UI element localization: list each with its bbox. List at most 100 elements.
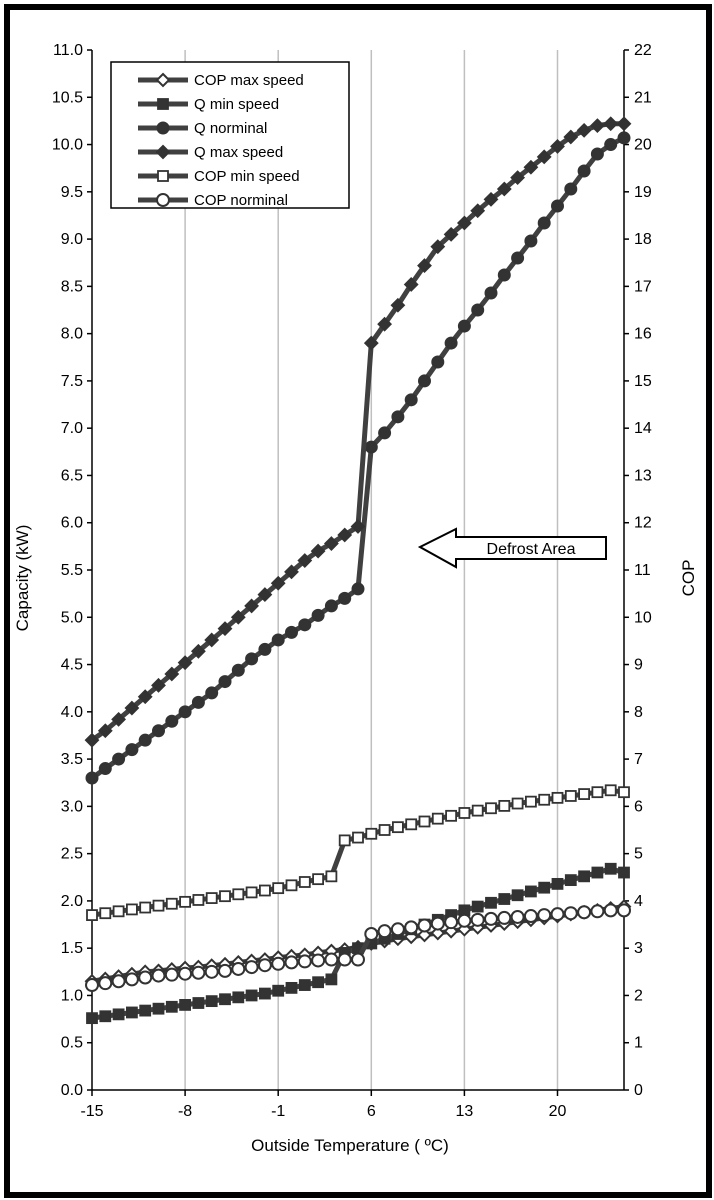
data-point [496,181,512,197]
y-tick-label: 10.0 [52,137,83,154]
y-tick-label: 4.5 [61,657,83,674]
y2-tick-label: 14 [634,420,652,437]
defrost-arrow [417,527,607,569]
data-point [604,138,618,152]
data-point [99,1010,112,1023]
data-point [511,889,524,902]
data-point [126,1006,138,1019]
data-point [377,316,393,332]
data-point [86,1012,98,1025]
data-point [470,912,485,927]
data-point [324,952,339,967]
data-point [178,705,192,719]
data-point [391,410,405,424]
data-point [205,995,218,1008]
y2-tick-label: 15 [634,373,652,390]
data-point [417,258,432,273]
data-point [258,642,272,656]
data-point [297,553,313,568]
data-point [258,987,271,1000]
y2-tick-label: 1 [634,1035,643,1052]
data-point [590,147,604,161]
data-point [378,824,391,836]
y-tick-label: 9.0 [61,231,83,248]
data-point [537,908,552,923]
data-point [589,118,605,134]
data-point [577,164,591,178]
y-tick-label: 2.0 [61,893,83,910]
data-point [471,303,485,317]
chart-frame: -15 -8 -1 6 13 20 0.0 0.5 1.0 1.5 2.0 2.5 3.0 3.5 4.0 4… [4,4,712,1198]
data-point [298,876,311,888]
data-point [111,974,126,989]
data-point [377,924,392,939]
x-tick-label: -8 [178,1103,192,1120]
data-point [164,666,180,682]
y2-tick-label: 7 [634,751,643,768]
data-point [576,122,592,138]
legend-box [110,61,350,209]
data-point [497,910,512,925]
data-point [244,598,260,614]
data-point [563,906,578,921]
data-point [178,966,193,981]
y-tick-label: 11.0 [53,42,83,59]
x-tick-label: -1 [271,1103,285,1120]
series-group [84,116,632,1025]
data-point [192,997,205,1009]
data-point [272,984,285,997]
y2-tick-label: 8 [634,704,643,721]
data-point [551,199,564,213]
data-point [324,599,338,613]
data-point [231,663,245,677]
data-point [298,979,311,991]
data-point [471,804,484,817]
y-tick-label: 9.5 [61,184,83,201]
y2-tick-label: 19 [634,184,652,201]
data-point [551,791,564,804]
data-point [285,625,298,639]
y2-tick-label: 5 [634,846,643,863]
data-point [245,652,259,666]
data-point [498,893,511,905]
data-point [564,874,577,887]
y2-tick-label: 2 [634,987,643,1004]
data-point [297,954,312,969]
data-point [285,879,298,892]
y2-tick-label: 6 [634,798,643,815]
data-point [137,689,153,705]
data-point [578,870,590,883]
data-point [590,904,605,919]
data-point [205,686,219,700]
x-tick-label: 20 [549,1103,567,1120]
data-point [85,771,99,785]
data-point [245,989,258,1002]
data-point [232,991,245,1004]
data-point [364,927,379,941]
data-point [525,795,537,808]
data-point [177,655,193,671]
data-point [325,870,338,883]
legend-swatch-marker [156,193,170,207]
data-point [179,895,192,908]
data-point [418,374,431,388]
data-point [431,812,444,825]
series-cop-norminal [85,903,631,993]
legend-swatch-marker [157,98,169,110]
data-point [578,788,590,800]
data-point [444,915,459,930]
data-point [485,802,497,815]
y2-tick-label: 11 [634,562,651,579]
data-point [591,786,604,799]
data-point [618,866,630,879]
y-tick-label: 7.0 [61,420,83,437]
data-point [564,790,577,802]
data-point [270,575,286,591]
data-point [152,724,165,738]
legend-label: Q norminal [194,120,267,137]
y2-tick-label: 0 [634,1082,643,1099]
data-point [112,1008,125,1021]
data-point [85,978,99,993]
data-point [164,967,179,982]
data-point [271,956,286,971]
